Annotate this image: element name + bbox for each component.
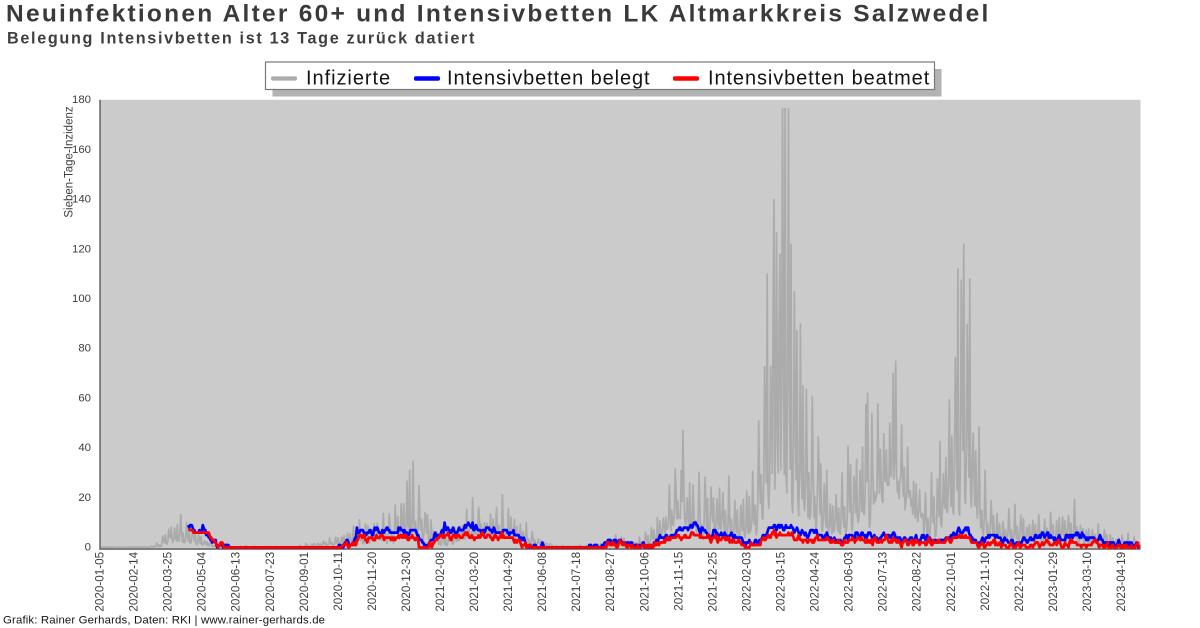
svg-text:2020-09-01: 2020-09-01 (298, 552, 311, 612)
svg-text:2021-08-27: 2021-08-27 (604, 552, 617, 612)
svg-text:2021-03-20: 2021-03-20 (468, 551, 481, 611)
svg-text:100: 100 (72, 293, 91, 305)
svg-text:160: 160 (72, 144, 91, 156)
svg-text:2022-06-03: 2022-06-03 (843, 552, 856, 612)
svg-text:Neuinfektionen Alter 60+ und I: Neuinfektionen Alter 60+ und Intensivbet… (6, 1, 991, 28)
svg-text:2021-10-06: 2021-10-06 (638, 552, 651, 612)
svg-text:Intensivbetten beatmet: Intensivbetten beatmet (708, 67, 930, 89)
svg-text:2020-11-20: 2020-11-20 (366, 551, 379, 610)
svg-text:Belegung Intensivbetten ist 13: Belegung Intensivbetten ist 13 Tage zurü… (7, 30, 476, 48)
svg-text:180: 180 (72, 94, 91, 106)
svg-text:2022-02-03: 2022-02-03 (740, 552, 753, 612)
svg-text:Intensivbetten belegt: Intensivbetten belegt (447, 67, 650, 89)
svg-text:40: 40 (78, 442, 91, 454)
svg-text:2022-12-20: 2022-12-20 (1013, 551, 1026, 611)
svg-text:2022-07-13: 2022-07-13 (877, 552, 890, 612)
svg-text:2021-02-08: 2021-02-08 (434, 552, 447, 612)
svg-text:Sieben-Tage-Inzidenz: Sieben-Tage-Inzidenz (63, 106, 75, 217)
svg-text:2022-11-10: 2022-11-10 (979, 551, 992, 610)
svg-text:140: 140 (72, 194, 91, 206)
svg-text:2022-08-22: 2022-08-22 (911, 552, 924, 612)
svg-text:2022-04-24: 2022-04-24 (809, 551, 822, 611)
svg-text:2021-06-08: 2021-06-08 (536, 552, 549, 612)
svg-text:2020-07-23: 2020-07-23 (264, 552, 277, 612)
svg-text:2020-01-05: 2020-01-05 (94, 551, 107, 611)
svg-text:2020-12-30: 2020-12-30 (400, 551, 413, 611)
svg-text:60: 60 (78, 392, 91, 404)
svg-text:2023-03-10: 2023-03-10 (1081, 551, 1094, 611)
svg-text:Grafik: Rainer Gerhards, Daten: Grafik: Rainer Gerhards, Daten: RKI | ww… (3, 615, 325, 627)
svg-text:2020-03-25: 2020-03-25 (162, 551, 175, 611)
svg-text:0: 0 (85, 542, 91, 554)
svg-text:2023-04-19: 2023-04-19 (1115, 552, 1128, 612)
svg-text:120: 120 (72, 243, 91, 255)
svg-text:2021-12-25: 2021-12-25 (706, 551, 719, 611)
svg-text:Infizierte: Infizierte (306, 67, 391, 89)
svg-text:2021-07-18: 2021-07-18 (570, 552, 583, 612)
svg-text:2020-02-14: 2020-02-14 (128, 551, 141, 611)
svg-text:2022-03-15: 2022-03-15 (775, 551, 788, 611)
svg-text:2023-01-29: 2023-01-29 (1047, 552, 1060, 612)
svg-text:2020-06-13: 2020-06-13 (230, 552, 243, 612)
svg-text:20: 20 (78, 492, 91, 504)
svg-text:2021-11-15: 2021-11-15 (672, 551, 685, 610)
svg-text:2021-04-29: 2021-04-29 (502, 552, 515, 612)
svg-text:80: 80 (78, 343, 91, 355)
svg-text:2020-10-11: 2020-10-11 (332, 552, 345, 611)
svg-text:2020-05-04: 2020-05-04 (196, 551, 209, 611)
svg-text:2022-10-01: 2022-10-01 (945, 552, 958, 612)
